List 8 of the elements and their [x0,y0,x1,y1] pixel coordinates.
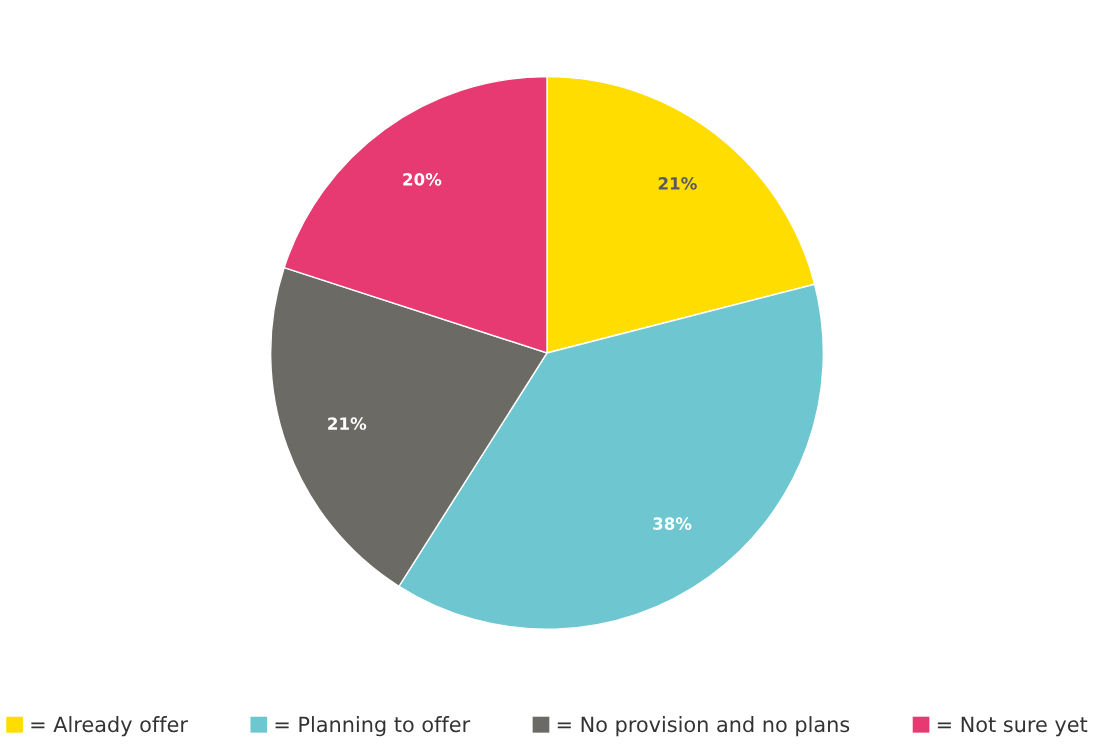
data-label: 38% [653,517,692,530]
legend-label: = No provision and no plans [557,716,850,737]
data-label: 21% [328,417,367,430]
data-label: 21% [658,177,697,190]
legend-label: = Already offer [31,716,188,737]
legend-label: = Planning to offer [275,716,471,737]
legend-label: = Not sure yet [937,716,1088,737]
data-label: 20% [403,173,442,186]
